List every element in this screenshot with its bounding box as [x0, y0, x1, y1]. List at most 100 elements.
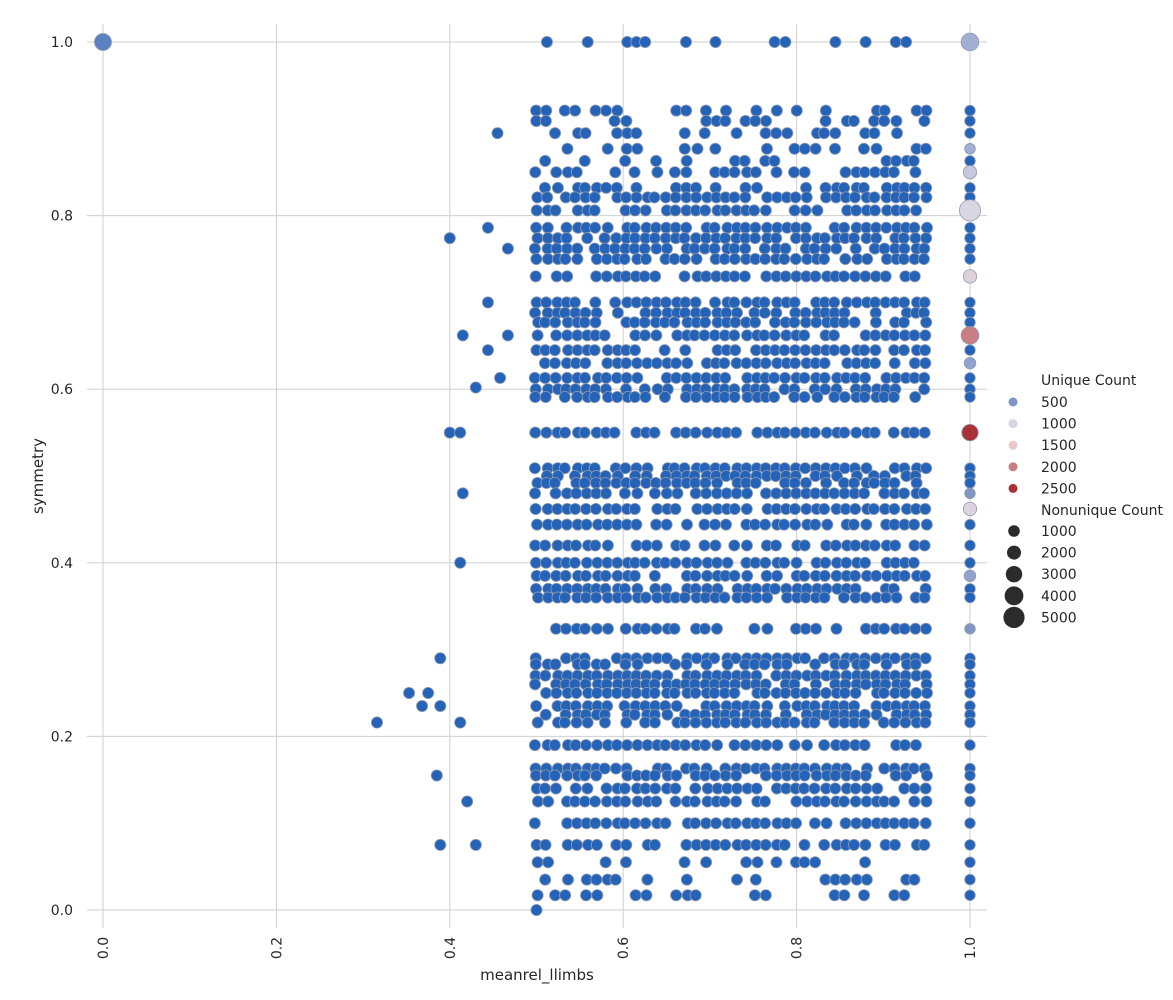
data-point — [960, 32, 980, 52]
data-point — [708, 652, 721, 665]
data-point — [561, 242, 574, 255]
data-point — [700, 658, 713, 671]
data-point — [820, 426, 833, 439]
data-point — [730, 795, 743, 808]
data-point — [679, 296, 692, 309]
data-point — [898, 622, 911, 635]
data-point — [728, 296, 741, 309]
data-point — [830, 569, 843, 582]
data-point — [819, 114, 832, 127]
data-point — [620, 838, 633, 851]
data-point — [908, 426, 921, 439]
data-point — [827, 329, 840, 342]
data-point — [749, 873, 762, 886]
data-point — [689, 817, 702, 830]
data-point — [680, 518, 693, 531]
data-point — [590, 270, 603, 283]
data-point — [719, 716, 732, 729]
data-point — [539, 539, 552, 552]
data-point — [456, 329, 469, 342]
data-point — [639, 252, 652, 265]
data-point — [648, 687, 661, 700]
data-point — [778, 344, 791, 357]
data-point — [691, 142, 704, 155]
data-point — [838, 487, 851, 500]
data-point — [403, 687, 416, 700]
data-point — [539, 114, 552, 127]
data-point — [589, 316, 602, 329]
data-point — [799, 232, 812, 245]
hue-legend-marker — [1008, 462, 1018, 472]
data-point — [639, 391, 652, 404]
data-point — [599, 569, 612, 582]
data-point — [559, 569, 572, 582]
data-point — [571, 252, 584, 265]
data-point — [920, 769, 933, 782]
data-point — [859, 856, 872, 869]
data-point — [422, 687, 435, 700]
data-point — [609, 873, 622, 886]
data-point — [759, 127, 772, 140]
data-point — [878, 795, 891, 808]
data-point — [539, 316, 552, 329]
data-point — [739, 739, 752, 752]
data-point — [800, 191, 813, 204]
data-point — [711, 739, 724, 752]
data-point — [650, 622, 663, 635]
data-point — [907, 154, 920, 167]
data-point — [890, 154, 903, 167]
data-point — [719, 114, 732, 127]
data-point — [889, 36, 902, 49]
y-tick-label: 0.6 — [51, 382, 73, 398]
data-point — [759, 556, 772, 569]
data-point — [759, 487, 772, 500]
data-point — [610, 838, 623, 851]
data-point — [641, 873, 654, 886]
data-point — [538, 357, 551, 370]
data-point — [689, 232, 702, 245]
data-point — [580, 556, 593, 569]
x-tick-label: 0.8 — [790, 937, 806, 959]
data-point — [561, 142, 574, 155]
data-point — [529, 487, 542, 500]
data-point — [578, 658, 591, 671]
data-point — [528, 242, 541, 255]
data-point — [690, 191, 703, 204]
data-point — [799, 476, 812, 489]
data-point — [808, 817, 821, 830]
data-point — [888, 518, 901, 531]
data-point — [668, 166, 681, 179]
data-point — [758, 306, 771, 319]
data-point — [611, 569, 624, 582]
hue-legend-marker — [1008, 397, 1018, 407]
data-point — [631, 795, 644, 808]
x-tick-label: 0.2 — [269, 937, 285, 959]
data-point — [650, 357, 663, 370]
data-point — [600, 252, 613, 265]
data-point — [648, 716, 661, 729]
data-point — [620, 591, 633, 604]
data-point — [600, 181, 613, 194]
data-point — [530, 518, 543, 531]
data-point — [878, 104, 891, 117]
data-point — [680, 104, 693, 117]
data-point — [749, 166, 762, 179]
data-point — [689, 391, 702, 404]
data-point — [739, 221, 752, 234]
data-point — [819, 873, 832, 886]
data-point — [689, 487, 702, 500]
data-point — [761, 221, 774, 234]
data-point — [670, 371, 683, 384]
data-point — [699, 232, 712, 245]
data-point — [898, 487, 911, 500]
data-point — [829, 36, 842, 49]
data-point — [670, 769, 683, 782]
data-point — [658, 391, 671, 404]
data-point — [600, 817, 613, 830]
data-point — [790, 556, 803, 569]
data-point — [630, 518, 643, 531]
data-point — [590, 873, 603, 886]
data-point — [718, 591, 731, 604]
data-point — [739, 762, 752, 775]
data-point — [730, 127, 743, 140]
